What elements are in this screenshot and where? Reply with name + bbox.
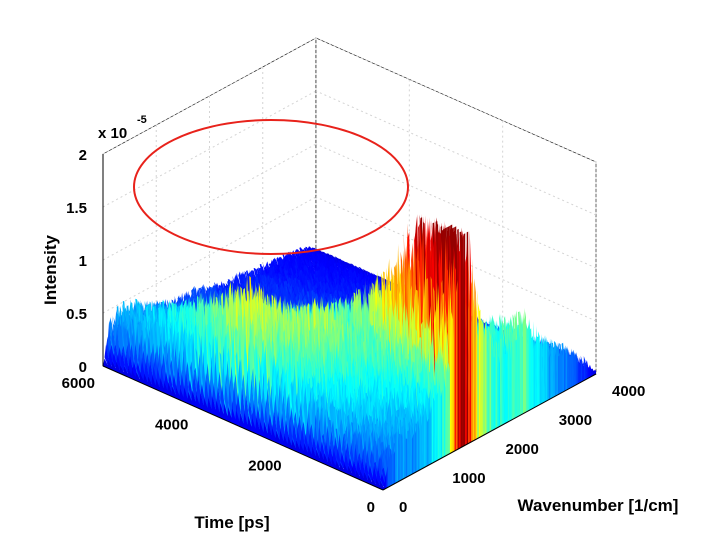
surface-patch [127,365,133,379]
grid-line [315,90,597,216]
surface-patch [115,361,121,374]
surface-patch [159,377,165,393]
surface-patch [119,365,125,375]
surface-patch [179,384,185,402]
surface-patch [111,361,117,372]
grid-line [315,196,597,322]
surface-patch [135,372,141,382]
surface-patch [103,358,109,368]
surface-patch [107,359,113,370]
surface-patch [147,376,153,388]
grid-line [315,143,597,269]
surface-patch [362,269,368,274]
surface-patch [109,317,115,365]
surface-patch [155,378,161,391]
surface-patch [367,276,373,291]
surface-patch [163,380,169,395]
surface-patch [139,371,145,384]
surface-patch [123,366,129,377]
grid-line [102,90,317,208]
grid-line [315,37,597,163]
grid-line [102,196,317,314]
surface-patch [143,373,149,386]
surface-patch [171,386,177,398]
surface-mesh [103,213,596,490]
surface-patch [163,344,170,391]
surface-patch [311,248,318,262]
surface-patch [167,381,173,397]
grid-line [102,143,317,261]
surface-patch [343,262,350,277]
surface-patch [151,374,157,389]
surface-patch [175,384,181,400]
grid-line [102,37,317,155]
